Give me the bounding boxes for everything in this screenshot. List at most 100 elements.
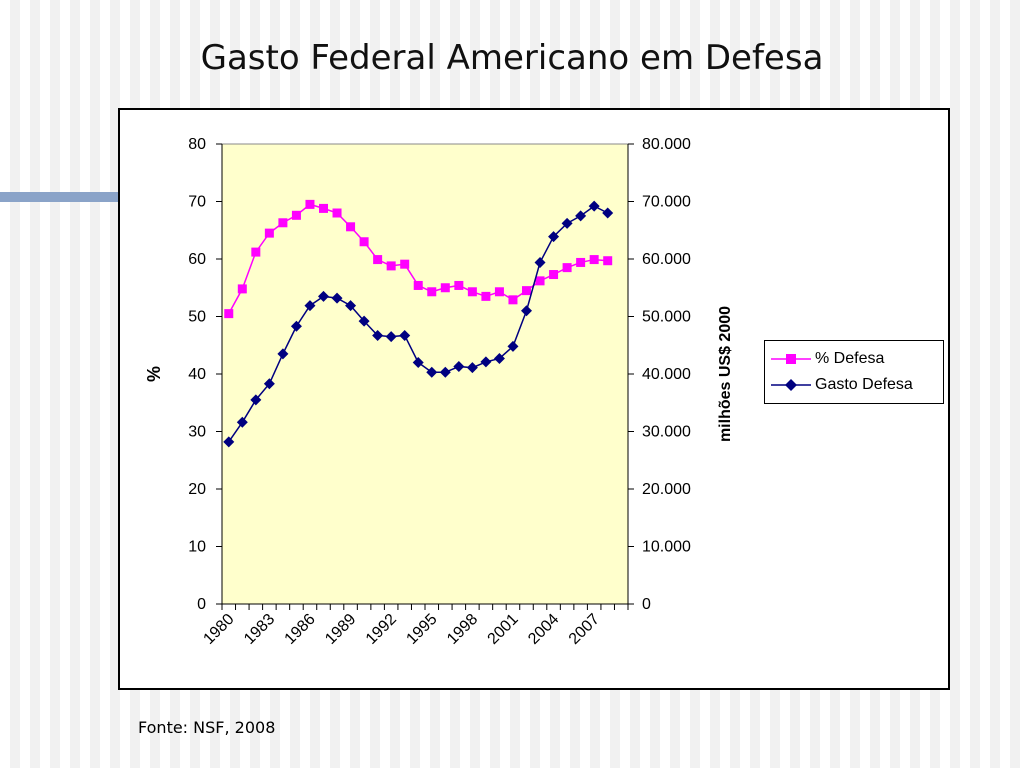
x-tick-label: 1995 bbox=[403, 611, 440, 648]
x-tick-label: 2001 bbox=[485, 611, 522, 648]
data-point-gasto-defesa bbox=[521, 305, 532, 317]
y-right-tick-label: 60.000 bbox=[642, 251, 691, 268]
data-point-defesa-pct bbox=[332, 208, 342, 218]
data-point-defesa-pct bbox=[386, 261, 396, 271]
y-right-tick-label: 10.000 bbox=[642, 539, 691, 556]
data-point-gasto-defesa bbox=[345, 300, 357, 312]
y-right-tick-label: 50.000 bbox=[642, 309, 691, 326]
legend-label-gasto-defesa: Gasto Defesa bbox=[815, 376, 913, 393]
data-point-defesa-pct bbox=[278, 218, 288, 228]
data-point-gasto-defesa bbox=[548, 231, 560, 243]
data-point-defesa-pct bbox=[467, 287, 477, 297]
x-tick-label: 1986 bbox=[282, 611, 319, 648]
data-point-defesa-pct bbox=[508, 295, 518, 305]
data-point-gasto-defesa bbox=[480, 356, 492, 368]
legend-swatch-defesa-pct bbox=[771, 354, 811, 364]
plot-area bbox=[221, 143, 629, 605]
data-point-defesa-pct bbox=[305, 199, 315, 209]
data-point-gasto-defesa bbox=[602, 207, 614, 219]
y-axis-right-title: milhões US$ 2000 bbox=[717, 306, 734, 442]
y-right-tick-label: 30.000 bbox=[642, 424, 691, 441]
x-tick-label: 1983 bbox=[241, 611, 278, 648]
data-point-gasto-defesa bbox=[561, 217, 573, 229]
y-left-tick-label: 10 bbox=[188, 539, 206, 556]
data-point-gasto-defesa bbox=[385, 331, 397, 343]
x-tick-label: 1992 bbox=[363, 611, 400, 648]
y-right-tick-label: 80.000 bbox=[642, 136, 691, 153]
line-chart: 0 10 20 30 40 50 60 70 80 0 10.000 20.000 30.000 40.0… bbox=[144, 136, 734, 648]
data-point-defesa-pct bbox=[264, 228, 274, 238]
data-point-gasto-defesa bbox=[588, 200, 600, 212]
data-point-gasto-defesa bbox=[466, 362, 478, 374]
y-left-tick-label: 80 bbox=[188, 136, 206, 153]
data-point-gasto-defesa bbox=[250, 394, 262, 406]
data-point-gasto-defesa bbox=[507, 340, 519, 352]
legend-swatch-gasto-defesa bbox=[771, 379, 811, 391]
data-point-defesa-pct bbox=[562, 263, 572, 273]
data-point-gasto-defesa bbox=[412, 357, 424, 368]
legend-label-defesa-pct: % Defesa bbox=[815, 350, 885, 367]
data-point-gasto-defesa bbox=[318, 290, 329, 302]
data-point-gasto-defesa bbox=[290, 320, 302, 332]
data-point-defesa-pct bbox=[576, 257, 586, 267]
y-left-tick-label: 40 bbox=[188, 366, 206, 383]
data-point-gasto-defesa bbox=[399, 329, 411, 341]
y-left-tick-label: 20 bbox=[188, 481, 206, 498]
y-right-tick-label: 40.000 bbox=[642, 366, 691, 383]
data-point-defesa-pct bbox=[589, 255, 599, 265]
data-point-defesa-pct bbox=[603, 256, 613, 266]
y-left-tick-label: 0 bbox=[197, 596, 206, 613]
data-point-defesa-pct bbox=[413, 280, 423, 290]
chart-legend: % Defesa Gasto Defesa bbox=[764, 340, 944, 404]
data-point-defesa-pct bbox=[346, 222, 356, 232]
data-point-defesa-pct bbox=[291, 210, 301, 220]
data-point-gasto-defesa bbox=[453, 361, 465, 373]
y-axis-left-title: % bbox=[144, 366, 164, 382]
data-point-gasto-defesa bbox=[358, 315, 370, 327]
x-tick-label: 2004 bbox=[525, 611, 562, 648]
x-tick-label: 1989 bbox=[322, 611, 359, 648]
data-point-defesa-pct bbox=[237, 284, 247, 294]
data-point-defesa-pct bbox=[454, 280, 464, 290]
data-point-defesa-pct bbox=[494, 287, 504, 297]
data-point-defesa-pct bbox=[400, 259, 410, 269]
data-point-defesa-pct bbox=[549, 270, 559, 280]
data-point-gasto-defesa bbox=[331, 292, 343, 304]
data-point-defesa-pct bbox=[319, 203, 328, 213]
y-left-tick-label: 50 bbox=[188, 309, 206, 326]
data-point-gasto-defesa bbox=[223, 436, 235, 448]
data-point-gasto-defesa bbox=[304, 300, 316, 312]
accent-bar bbox=[0, 192, 118, 202]
y-left-tick-label: 60 bbox=[188, 251, 206, 268]
chart-frame: 0 10 20 30 40 50 60 70 80 0 10.000 20.000 30.000 40.0… bbox=[118, 108, 950, 690]
data-point-defesa-pct bbox=[427, 287, 437, 297]
data-point-defesa-pct bbox=[440, 283, 450, 293]
data-point-defesa-pct bbox=[251, 247, 261, 257]
data-point-gasto-defesa bbox=[439, 366, 451, 378]
data-point-gasto-defesa bbox=[426, 366, 438, 378]
data-point-gasto-defesa bbox=[236, 416, 248, 428]
y-right-tick-label: 70.000 bbox=[642, 194, 691, 211]
data-point-defesa-pct bbox=[359, 237, 369, 247]
data-point-gasto-defesa bbox=[534, 256, 546, 268]
data-point-defesa-pct bbox=[373, 255, 383, 265]
y-left-tick-label: 70 bbox=[188, 194, 206, 211]
legend-item-gasto-defesa: Gasto Defesa bbox=[771, 373, 913, 397]
source-note: Fonte: NSF, 2008 bbox=[138, 718, 276, 737]
legend-item-defesa-pct: % Defesa bbox=[771, 347, 884, 371]
data-point-gasto-defesa bbox=[263, 378, 275, 390]
y-left-tick-label: 30 bbox=[188, 424, 206, 441]
y-right-tick-label: 0 bbox=[642, 596, 651, 613]
y-right-tick-label: 20.000 bbox=[642, 481, 691, 498]
data-point-defesa-pct bbox=[522, 286, 531, 296]
data-point-gasto-defesa bbox=[372, 329, 384, 341]
data-point-gasto-defesa bbox=[277, 348, 289, 360]
data-point-defesa-pct bbox=[481, 291, 491, 301]
data-point-gasto-defesa bbox=[493, 352, 505, 364]
x-tick-label: 1998 bbox=[444, 611, 481, 648]
x-tick-label: 1980 bbox=[200, 611, 237, 648]
x-tick-label: 2007 bbox=[566, 611, 603, 648]
data-point-gasto-defesa bbox=[575, 210, 587, 222]
data-point-defesa-pct bbox=[224, 309, 234, 319]
data-point-defesa-pct bbox=[535, 276, 545, 286]
